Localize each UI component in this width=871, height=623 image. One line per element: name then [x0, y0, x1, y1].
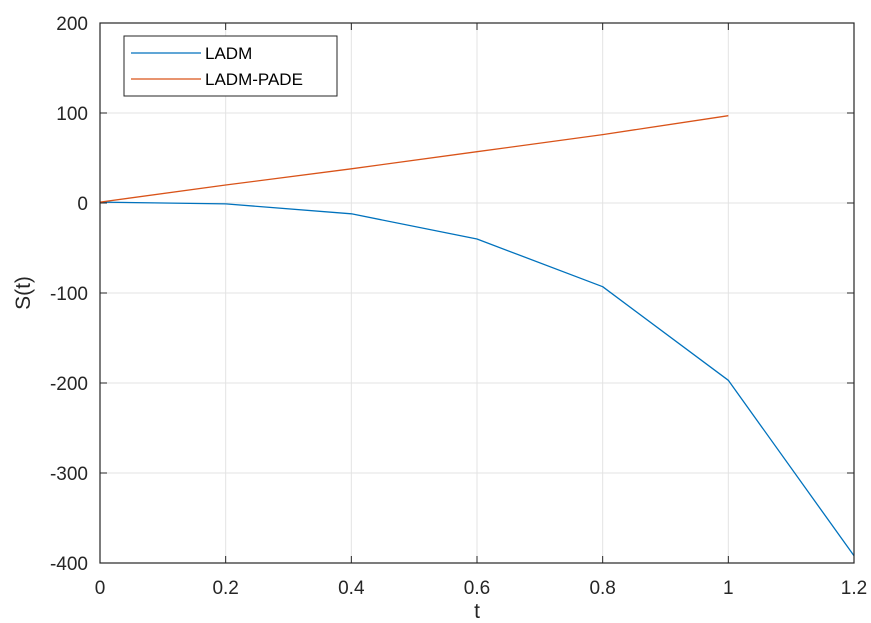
x-tick-label: 0.2: [212, 578, 238, 599]
x-tick-label: 0.8: [589, 578, 615, 599]
y-tick-labels: -400 -300 -200 -100 0 100 200: [50, 14, 88, 575]
series-layer: [99, 115, 855, 557]
x-axis-label: t: [474, 600, 480, 623]
x-tick-labels: 0 0.2 0.4 0.6 0.8 1 1.2: [95, 578, 868, 599]
legend-label-ladm-pade: LADM-PADE: [205, 70, 303, 89]
ticks: [99, 22, 855, 564]
x-tick-label: 0.6: [464, 578, 490, 599]
series-line-ladm-pade: [99, 115, 729, 203]
x-tick-label: 0.4: [338, 578, 365, 599]
y-tick-label: -100: [50, 284, 88, 305]
y-tick-label: 200: [56, 14, 88, 35]
y-tick-label: -200: [50, 374, 88, 395]
series-line-ladm: [99, 201, 855, 557]
y-axis-label: S(t): [12, 276, 35, 310]
x-tick-label: 1.2: [841, 578, 867, 599]
legend-box: [123, 35, 338, 97]
legend: LADM LADM-PADE: [123, 35, 338, 97]
x-tick-label: 1: [723, 578, 734, 599]
x-tick-label: 0: [95, 578, 106, 599]
legend-label-ladm: LADM: [205, 44, 252, 63]
y-tick-label: -300: [50, 464, 88, 485]
y-tick-label: 100: [56, 104, 88, 125]
y-tick-label: -400: [50, 554, 88, 575]
y-tick-label: 0: [77, 194, 88, 215]
